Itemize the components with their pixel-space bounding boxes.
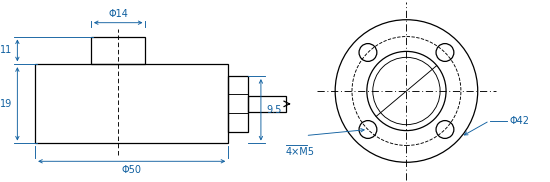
Text: 9.5: 9.5 (267, 105, 282, 115)
Text: 4×M5: 4×M5 (285, 147, 315, 157)
Text: 11: 11 (0, 45, 13, 55)
Text: Φ42: Φ42 (509, 116, 530, 126)
Text: Φ14: Φ14 (108, 9, 128, 19)
Bar (91, 37, 145, 64)
Text: Φ50: Φ50 (122, 165, 142, 175)
Bar (35, 64, 228, 143)
Bar (228, 76, 248, 132)
Text: 19: 19 (0, 99, 13, 109)
Bar (248, 96, 285, 112)
